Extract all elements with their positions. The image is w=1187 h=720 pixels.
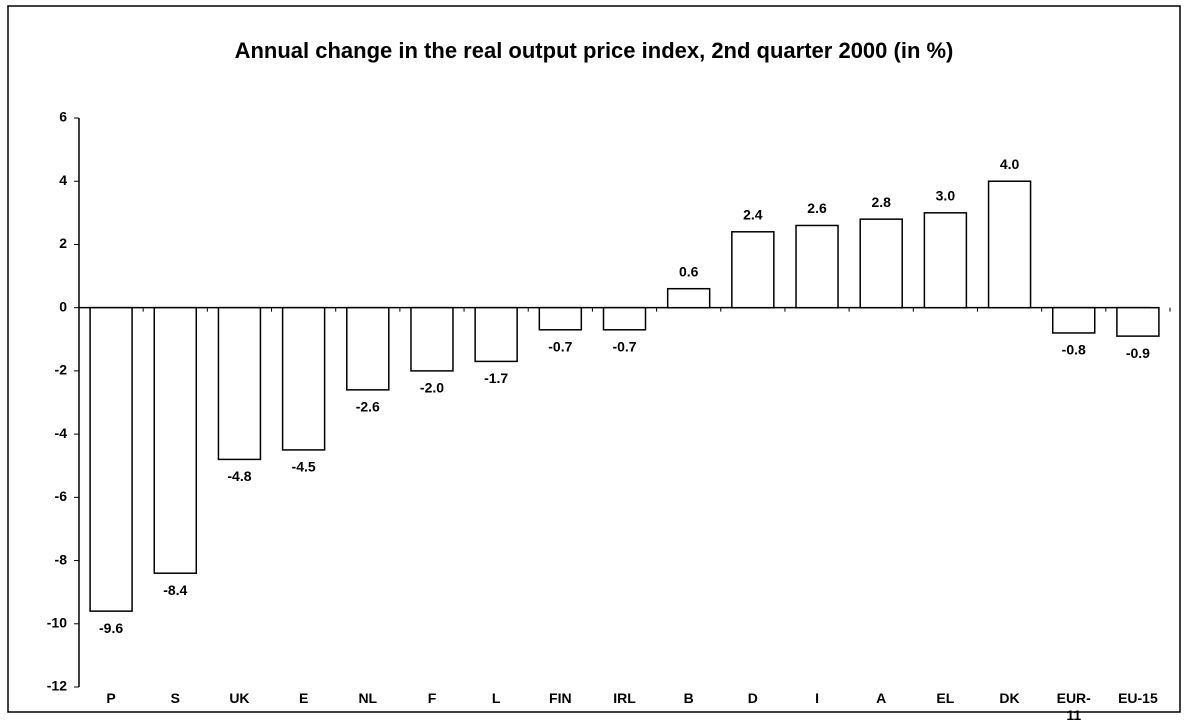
bar [731,231,775,309]
data-label: -8.4 [163,582,187,598]
bar [153,306,198,574]
data-label: 2.6 [807,200,827,216]
data-label: 2.4 [743,207,763,223]
data-label: -9.6 [99,620,123,636]
x-tick-label: DK [999,690,1020,706]
bar [410,306,454,372]
bar [346,306,390,391]
bar [602,306,647,331]
bar [474,306,518,363]
y-tick-label: -8 [55,551,68,567]
x-tick-label: F [427,690,437,706]
bar [1051,306,1096,334]
x-tick-label: EL [936,690,955,706]
bar [538,306,583,331]
data-label: -0.8 [1062,342,1086,358]
data-label: -0.9 [1126,345,1150,361]
bar [281,306,326,451]
chart-frame [7,5,1181,713]
x-tick-label: FIN [549,690,572,706]
data-label: -4.5 [292,459,316,475]
bar [987,180,1032,309]
data-label: 0.6 [679,263,699,279]
y-tick-label: -4 [55,425,68,441]
y-tick-label: 2 [59,235,67,251]
data-label: -0.7 [548,338,572,354]
x-tick-label: E [298,690,309,706]
y-tick-label: 0 [59,298,67,314]
chart-title: Annual change in the real output price i… [235,38,954,63]
data-label: -4.8 [227,468,251,484]
bar [859,218,903,309]
data-label: 3.0 [936,188,956,204]
y-tick-label: -10 [47,614,67,630]
y-tick-label: -2 [55,362,68,378]
x-tick-label: IRL [613,690,636,706]
bar [795,224,839,309]
y-tick-label: 6 [59,109,67,125]
bar [1116,306,1160,337]
x-tick-label: P [106,690,116,706]
data-label: -2.6 [356,399,380,415]
bar [89,306,133,612]
x-tick-label: UK [229,690,250,706]
y-tick-label: -12 [47,678,67,694]
x-tick-label: S [170,690,180,706]
y-tick-label: -6 [55,488,68,504]
data-label: 2.8 [871,194,891,210]
x-tick-label: D [747,690,758,706]
y-tick-label: 4 [59,172,67,188]
x-tick-label: EU-15 [1118,690,1158,706]
x-tick-label: I [815,690,819,706]
data-label: -0.7 [612,338,636,354]
x-tick-label: A [876,690,887,706]
data-label: 4.0 [1000,156,1020,172]
bar [923,212,968,309]
x-tick-label: L [491,690,501,706]
data-label: -1.7 [484,370,508,386]
x-tick-label: NL [358,690,378,706]
bar [666,287,711,309]
x-tick-label: B [683,690,694,706]
data-label: -2.0 [420,380,444,396]
x-tick-label: EUR-11 [1056,690,1091,720]
bar [217,306,262,461]
